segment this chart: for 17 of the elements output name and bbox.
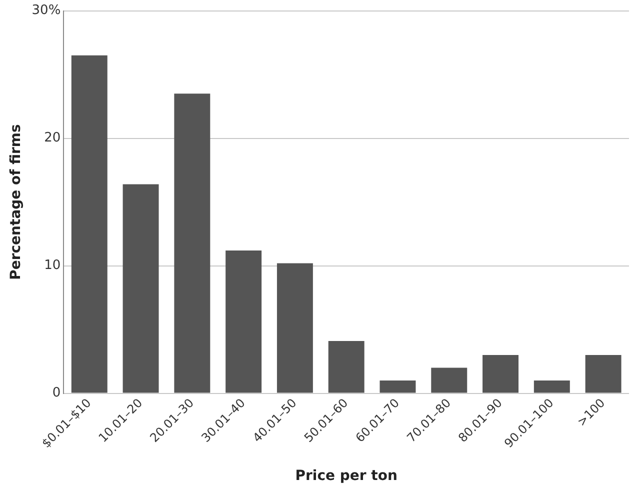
y-tick-label: 10 — [44, 258, 61, 274]
bar — [585, 355, 622, 393]
bar — [431, 368, 468, 393]
bar — [122, 184, 159, 393]
bar — [174, 94, 210, 393]
y-tick-label: 20 — [44, 130, 61, 146]
bar — [534, 380, 570, 393]
bar — [328, 341, 364, 393]
y-tick-label: 0 — [52, 386, 61, 401]
bar — [276, 263, 313, 393]
bar — [226, 250, 262, 393]
bar — [71, 55, 108, 393]
bar — [482, 355, 519, 393]
bar — [380, 380, 416, 393]
x-axis-title: Price per ton — [295, 468, 398, 484]
y-tick-label: 30% — [32, 3, 61, 18]
y-axis-title: Percentage of firms — [8, 124, 24, 280]
